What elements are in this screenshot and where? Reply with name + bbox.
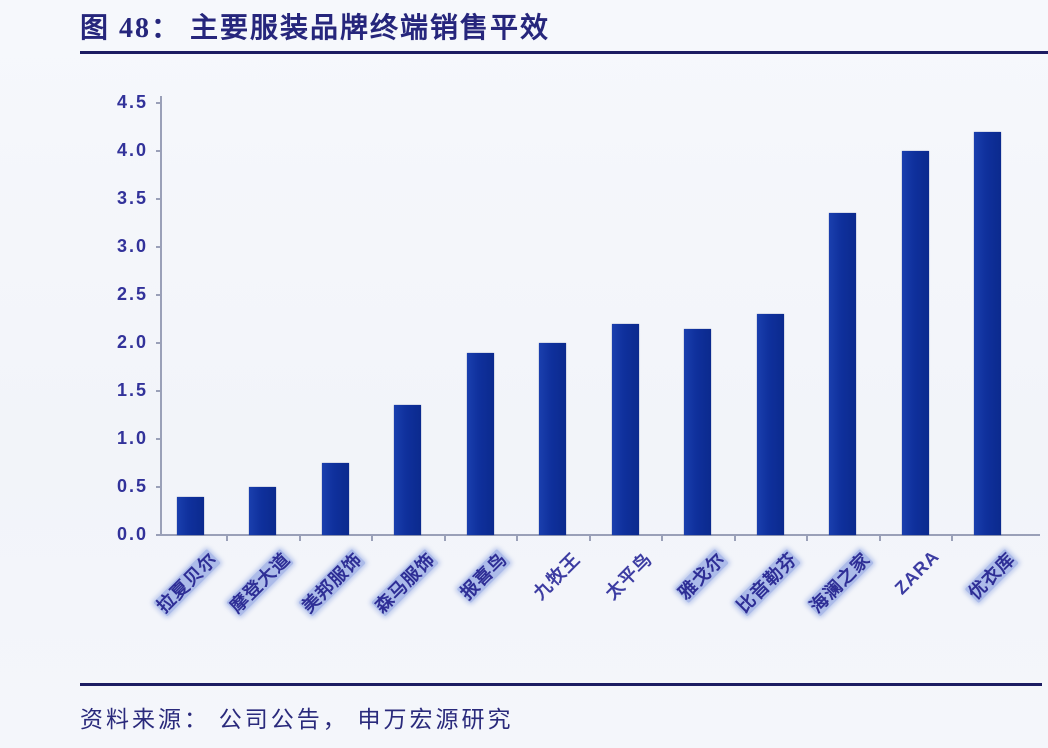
- y-axis-tick-mark: [156, 150, 161, 152]
- y-axis-tick-label: 2.0: [116, 332, 148, 352]
- y-axis-tick-label: 1.5: [116, 380, 148, 400]
- y-axis-tick-label: 0.0: [116, 524, 148, 544]
- y-axis-tick-mark: [156, 294, 161, 296]
- y-axis-tick-mark: [156, 438, 161, 440]
- x-axis-tick-mark: [226, 535, 229, 541]
- bar-海澜之家: [829, 213, 856, 535]
- y-axis-tick-label: 1.0: [116, 428, 148, 448]
- y-axis-tick-mark: [156, 390, 161, 392]
- bar-优衣库: [974, 131, 1001, 535]
- x-axis-line: [158, 534, 1040, 536]
- bar-美邦服饰: [321, 463, 349, 535]
- x-axis-tick-mark: [588, 535, 591, 541]
- x-axis-tick-mark: [661, 535, 664, 541]
- bar-摩登大道: [249, 487, 276, 535]
- bar-ZARA: [901, 151, 929, 535]
- x-axis-tick-mark: [516, 535, 519, 541]
- source-note: 资料来源： 公司公告， 申万宏源研究: [80, 707, 514, 732]
- y-axis-tick-label: 0.5: [116, 476, 148, 496]
- bar-比音勒芬: [756, 314, 784, 535]
- y-axis-tick-label: 3.5: [116, 188, 148, 208]
- y-axis-tick-mark: [156, 246, 161, 248]
- bar-雅戈尔: [684, 328, 711, 535]
- x-axis-tick-mark: [878, 535, 881, 541]
- y-axis-tick-label: 3.0: [116, 236, 148, 256]
- y-axis-tick-label: 4.0: [116, 140, 148, 160]
- y-axis-tick-label: 4.5: [116, 92, 148, 112]
- bar-拉夏贝尔: [176, 496, 204, 535]
- bar-报喜鸟: [466, 352, 494, 535]
- y-axis-tick-label: 2.5: [116, 284, 148, 304]
- title-divider-line: [80, 51, 1048, 54]
- bar-太平鸟: [611, 323, 639, 535]
- y-axis-tick-mark: [156, 102, 161, 104]
- y-axis-tick-mark: [156, 198, 161, 200]
- y-axis-tick-mark: [156, 486, 161, 488]
- x-axis-tick-mark: [806, 535, 809, 541]
- y-axis-line: [160, 96, 162, 536]
- x-axis-tick-mark: [443, 535, 446, 541]
- x-axis-tick-mark: [733, 535, 736, 541]
- x-axis-tick-mark: [298, 535, 301, 541]
- x-axis-tick-mark: [371, 535, 374, 541]
- figure-title: 图 48： 主要服装品牌终端销售平效: [80, 13, 551, 44]
- bar-森马服饰: [394, 405, 421, 535]
- bar-九牧王: [539, 343, 566, 535]
- y-axis-tick-mark: [156, 534, 161, 536]
- y-axis-tick-mark: [156, 342, 161, 344]
- footer-divider-line: [80, 683, 1042, 686]
- x-axis-tick-mark: [951, 535, 954, 541]
